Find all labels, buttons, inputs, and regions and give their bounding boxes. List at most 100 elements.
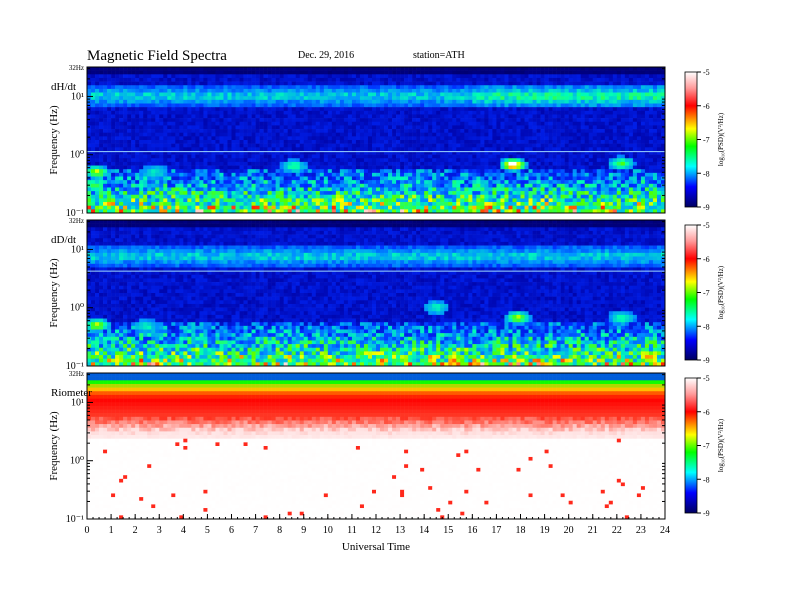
- spectrogram-cell: [508, 176, 513, 181]
- spectrogram-cell: [496, 121, 501, 126]
- spectrogram-cell: [207, 180, 212, 185]
- spectrogram-cell: [384, 88, 389, 93]
- spectrogram-cell: [231, 125, 236, 130]
- spectrogram-cell: [299, 172, 305, 177]
- spectrogram-cell: [412, 180, 417, 185]
- spectrogram-cell: [283, 147, 288, 152]
- spectrogram-cell: [488, 81, 493, 86]
- spectrogram-cell: [476, 140, 481, 144]
- spectrogram-cell: [404, 169, 409, 174]
- spectrogram-cell: [155, 180, 160, 185]
- spectrogram-cell: [500, 96, 505, 101]
- spectrogram-cell: [432, 143, 437, 148]
- spectrogram-cell: [323, 150, 329, 155]
- spectrogram-cell: [311, 180, 317, 185]
- spectrogram-cell: [319, 140, 325, 144]
- spectrogram-cell: [363, 161, 369, 166]
- spectrogram-cell: [95, 158, 100, 163]
- spectrogram-cell: [91, 187, 96, 192]
- spectrogram-cell: [355, 140, 361, 144]
- spectrogram-cell: [592, 77, 598, 82]
- spectrogram-cell: [131, 140, 136, 144]
- spectrogram-cell: [323, 121, 329, 126]
- spectrogram-cell: [359, 140, 365, 144]
- spectrogram-cell: [608, 110, 614, 115]
- spectrogram-cell: [291, 118, 297, 123]
- spectrogram-cell: [628, 147, 634, 152]
- spectrogram-cell: [207, 191, 212, 196]
- spectrogram-cell: [652, 129, 658, 133]
- spectrogram-cell: [283, 110, 288, 115]
- spectrogram-cell: [139, 121, 144, 126]
- spectrogram-cell: [215, 150, 220, 155]
- spectrogram-cell: [251, 88, 256, 93]
- spectrogram-cell: [644, 154, 650, 159]
- spectrogram-cell: [323, 103, 329, 108]
- spectrogram-cell: [484, 81, 489, 86]
- spectrogram-cell: [456, 67, 461, 71]
- spectrogram-cell: [472, 103, 477, 108]
- spectrogram-cell: [472, 161, 477, 166]
- spectrogram-cell: [211, 154, 216, 159]
- spectrogram-cell: [588, 140, 594, 144]
- spectrogram-cell: [404, 147, 409, 152]
- spectrogram-cell: [620, 143, 626, 148]
- spectrogram-cell: [223, 67, 228, 71]
- spectrogram-cell: [460, 187, 465, 192]
- spectrogram-cell: [143, 77, 148, 82]
- spectrogram-cell: [416, 96, 421, 101]
- spectrogram-cell: [656, 70, 662, 75]
- spectrogram-cell: [267, 96, 272, 101]
- spectrogram-cell: [560, 99, 565, 104]
- spectrogram-cell: [584, 74, 590, 79]
- spectrogram-cell: [175, 85, 180, 90]
- spectrogram-cell: [484, 158, 489, 163]
- spectrogram-cell: [367, 161, 373, 166]
- spectrogram-cell: [408, 187, 413, 192]
- spectrogram-cell: [400, 169, 405, 174]
- spectrogram-cell: [548, 92, 553, 97]
- spectrogram-cell: [420, 103, 425, 108]
- spectrogram-cell: [488, 107, 493, 112]
- spectrogram-cell: [179, 67, 184, 71]
- spectrogram-cell: [131, 121, 136, 126]
- spectrogram-cell: [255, 107, 260, 112]
- spectrogram-cell: [231, 154, 236, 159]
- spectrogram-cell: [207, 150, 212, 155]
- spectrogram-cell: [339, 143, 345, 148]
- spectrogram-cell: [416, 180, 421, 185]
- spectrogram-cell: [303, 147, 309, 152]
- spectrogram-cell: [87, 129, 92, 133]
- spectrogram-cell: [492, 165, 497, 170]
- spectrogram-cell: [347, 150, 353, 155]
- spectrogram-cell: [135, 92, 140, 97]
- spectrogram-cell: [267, 121, 272, 126]
- spectrogram-cell: [299, 161, 305, 166]
- spectrogram-cell: [183, 169, 188, 174]
- spectrogram-cell: [223, 77, 228, 82]
- spectrogram-cell: [243, 191, 248, 196]
- spectrogram-cell: [323, 191, 329, 196]
- spectrogram-cell: [107, 136, 112, 141]
- spectrogram-cell: [291, 121, 297, 126]
- spectrogram-cell: [416, 125, 421, 130]
- spectrogram-cell: [103, 92, 108, 97]
- spectrogram-cell: [428, 74, 433, 79]
- spectrogram-cell: [536, 132, 541, 137]
- spectrogram-cell: [560, 103, 565, 108]
- spectrogram-cell: [600, 129, 606, 133]
- spectrogram-cell: [143, 191, 148, 196]
- spectrogram-cell: [608, 107, 614, 112]
- spectrogram-cell: [339, 121, 345, 126]
- spectrogram-cell: [371, 103, 377, 108]
- spectrogram-cell: [528, 132, 533, 137]
- spectrogram-cell: [424, 180, 429, 185]
- spectrogram-cell: [179, 107, 184, 112]
- spectrogram-cell: [243, 154, 248, 159]
- spectrogram-cell: [287, 147, 292, 152]
- spectrogram-cell: [536, 169, 541, 174]
- spectrogram-cell: [608, 129, 614, 133]
- spectrogram-cell: [528, 114, 533, 119]
- spectrogram-cell: [436, 103, 441, 108]
- spectrogram-cell: [424, 143, 429, 148]
